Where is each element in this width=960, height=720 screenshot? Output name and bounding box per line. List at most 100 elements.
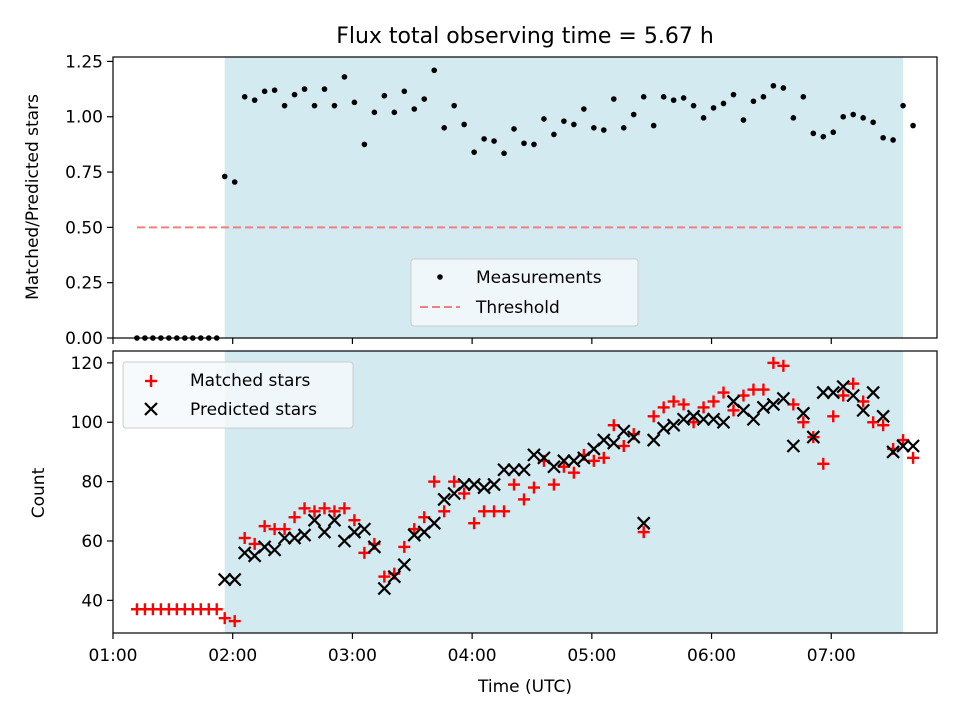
x-tick-label: 03:00 — [328, 646, 377, 666]
measurement-point — [670, 97, 677, 103]
measurement-point — [810, 130, 817, 137]
measurement-point — [231, 179, 238, 185]
matched-point — [797, 416, 810, 429]
predicted-point — [257, 540, 272, 554]
predicted-point — [716, 415, 731, 430]
measurement-point — [700, 115, 707, 121]
measurement-point — [571, 121, 577, 128]
matched-point — [567, 466, 580, 479]
matched-point — [298, 502, 311, 515]
matched-point — [547, 478, 560, 491]
y-tick-label: 0.50 — [65, 218, 103, 238]
measurement-point — [680, 95, 687, 101]
ratio-panel: Flux total observing time = 5.67 h Match… — [23, 24, 938, 349]
matched-point — [877, 419, 890, 432]
predicted-point — [886, 445, 900, 459]
chart-title: Flux total observing time = 5.67 h — [336, 24, 714, 49]
measurement-point — [780, 85, 787, 91]
matched-point — [837, 389, 850, 402]
x-tick-label: 02:00 — [208, 646, 257, 666]
y-tick-label: 1.00 — [65, 108, 103, 128]
matched-point — [448, 475, 461, 488]
measurement-point — [461, 121, 467, 128]
matched-point — [757, 383, 770, 396]
measurement-point — [870, 119, 876, 126]
predicted-point — [517, 462, 531, 477]
measurement-point — [251, 97, 258, 103]
matched-point — [508, 478, 521, 491]
y-tick-label: 1.25 — [65, 52, 103, 72]
matched-point — [657, 401, 670, 414]
measurement-point — [321, 86, 328, 92]
measurement-point — [890, 137, 896, 143]
measurement-point — [311, 102, 318, 109]
predicted-point — [487, 477, 501, 492]
measurement-point — [690, 102, 697, 109]
y-tick-label: 0.75 — [65, 163, 103, 183]
predicted-point — [776, 391, 791, 406]
y-tick-label: 120 — [71, 354, 103, 374]
measurement-point — [820, 133, 827, 140]
predicted-point — [806, 430, 821, 444]
measurement-point — [601, 127, 607, 133]
matched-point — [667, 395, 680, 408]
predicted-point — [377, 581, 392, 596]
predicted-point — [407, 528, 422, 542]
predicted-point — [706, 412, 721, 427]
matched-point — [218, 612, 231, 625]
legend-label-threshold: Threshold — [475, 298, 560, 318]
matched-point — [238, 532, 251, 545]
predicted-point — [636, 516, 651, 530]
measurement-point — [351, 99, 358, 106]
y-tick-label: 60 — [81, 532, 103, 552]
predicted-point — [297, 528, 312, 542]
measurement-point — [591, 125, 597, 131]
predicted-point — [427, 516, 441, 530]
measurement-point — [241, 94, 248, 100]
measurement-point — [481, 136, 487, 142]
matched-point — [847, 377, 860, 390]
x-tick-label: 07:00 — [807, 646, 856, 666]
y-axis-label: Count — [29, 467, 49, 518]
matched-point — [587, 454, 600, 467]
predicted-point — [756, 400, 771, 415]
predicted-point — [896, 439, 910, 453]
matched-point — [498, 505, 511, 518]
predicted-point — [686, 409, 701, 424]
matched-point — [228, 615, 241, 628]
measurement-point — [720, 100, 727, 107]
measurement-point — [301, 86, 308, 92]
predicted-point — [497, 462, 511, 477]
measurement-point — [371, 109, 378, 116]
predicted-point — [557, 454, 571, 468]
matched-point — [328, 505, 341, 518]
matched-point — [278, 523, 291, 536]
measurement-point — [411, 106, 418, 112]
matched-point — [647, 410, 660, 423]
measurement-point — [291, 91, 298, 98]
predicted-point — [696, 412, 711, 427]
matched-point — [318, 502, 331, 515]
measurement-point — [581, 106, 587, 112]
matched-point — [468, 517, 481, 530]
legend-label-measurements: Measurements — [476, 268, 602, 288]
measurement-point — [541, 116, 547, 122]
matched-point — [248, 537, 261, 550]
measurement-point — [381, 92, 388, 99]
measurement-point — [271, 87, 278, 93]
predicted-point — [567, 454, 581, 468]
predicted-point — [646, 433, 661, 447]
predicted-point — [856, 403, 870, 418]
matched-point — [637, 526, 650, 539]
measurement-point — [910, 122, 916, 129]
measurement-point — [441, 125, 447, 131]
measurement-point — [770, 82, 777, 89]
predicted-point — [846, 388, 860, 403]
y-tick-label: 0.00 — [65, 329, 103, 349]
predicted-point — [237, 546, 252, 560]
predicted-point — [217, 572, 232, 587]
matched-point — [258, 520, 271, 533]
predicted-point — [527, 448, 541, 462]
y-tick-label: 0.25 — [65, 274, 103, 294]
predicted-point — [876, 409, 890, 424]
